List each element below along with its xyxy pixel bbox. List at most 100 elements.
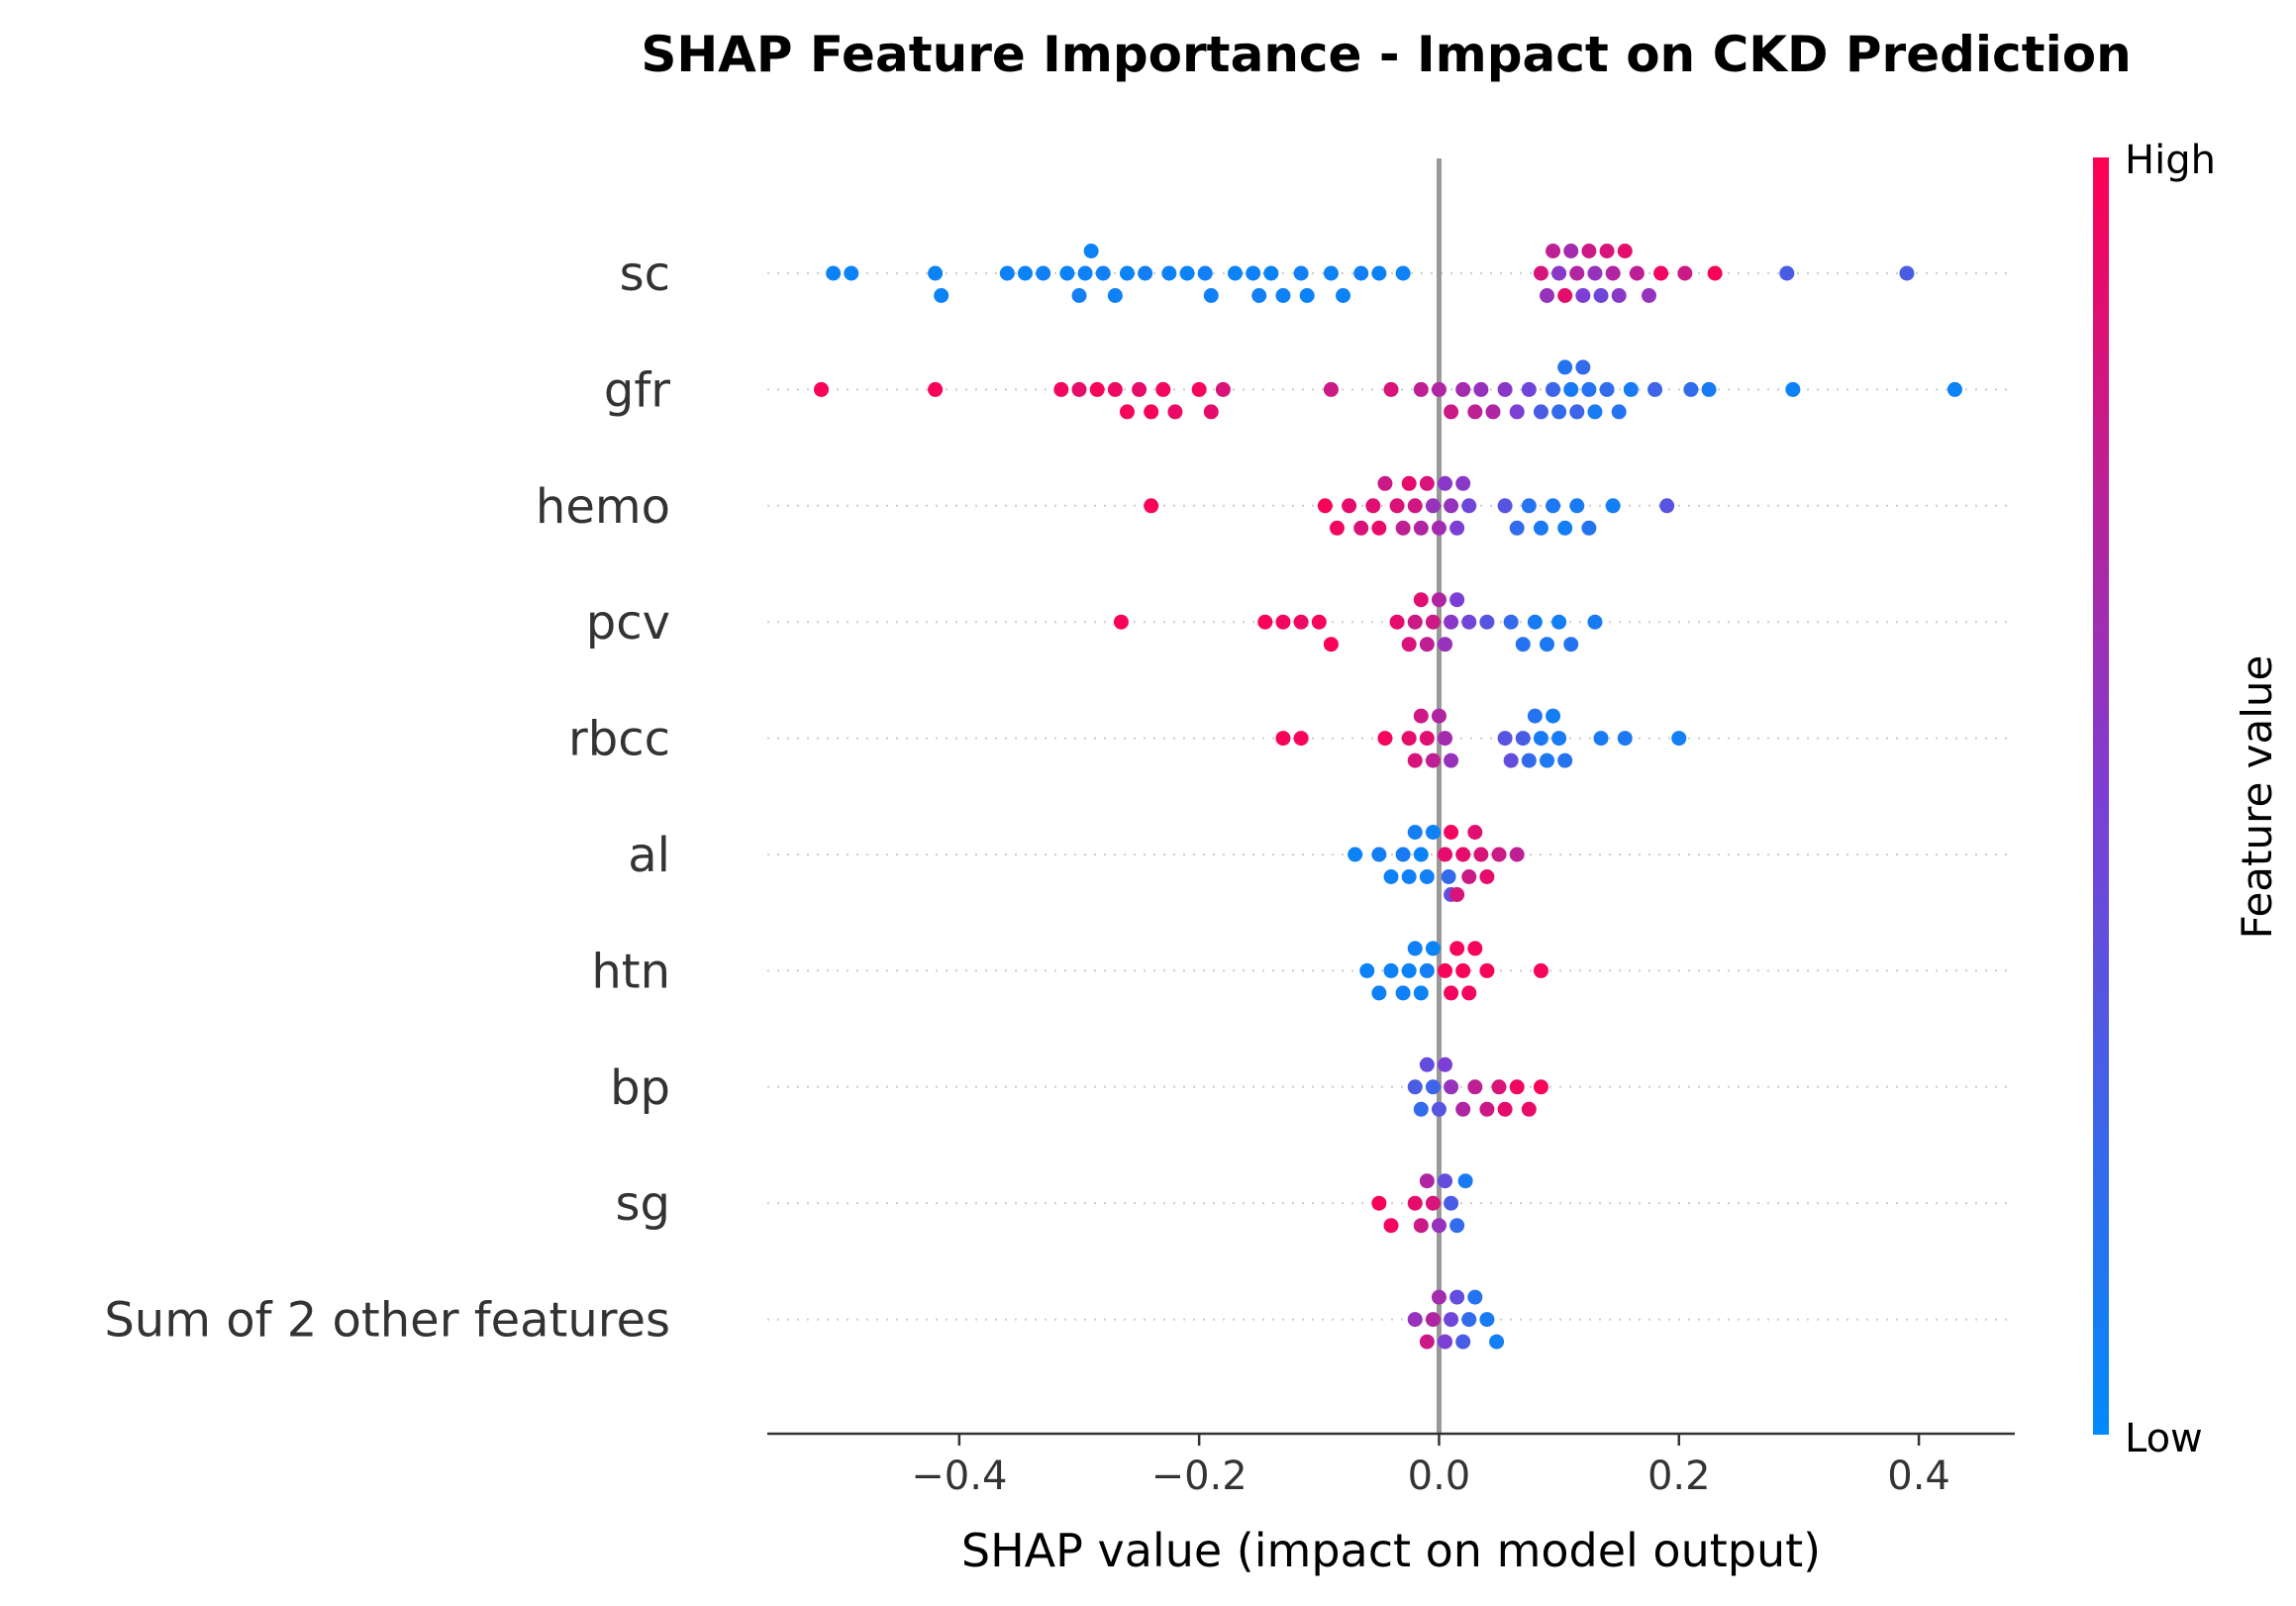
shap-point (1407, 753, 1423, 768)
row-guides (767, 272, 2015, 1321)
shap-point (1593, 731, 1609, 747)
shap-point (1617, 731, 1633, 747)
x-tick-label: −0.2 (1151, 1454, 1248, 1499)
shap-point (1671, 731, 1687, 747)
shap-point (844, 265, 859, 281)
shap-point (1444, 1312, 1459, 1328)
shap-point (1461, 498, 1477, 514)
shap-point (1144, 498, 1159, 514)
shap-point (1449, 592, 1465, 608)
shap-point (1533, 520, 1548, 536)
shap-point (1533, 1079, 1548, 1095)
shap-point (1107, 381, 1123, 397)
shap-point (1275, 731, 1291, 747)
shap-point (1551, 404, 1567, 420)
shap-point (1353, 265, 1369, 281)
shap-point (1419, 962, 1435, 978)
shap-point (1546, 381, 1561, 397)
shap-point (1359, 962, 1375, 978)
shap-point (1438, 1334, 1453, 1350)
shap-point (1441, 869, 1456, 884)
feature-label: htn (591, 944, 670, 999)
shap-point (1401, 962, 1417, 978)
shap-point (1509, 520, 1525, 536)
chart-title: SHAP Feature Importance - Impact on CKD … (641, 26, 2131, 83)
shap-point (1438, 731, 1453, 747)
shap-point (1407, 1195, 1423, 1211)
shap-point (1491, 1079, 1507, 1095)
shap-point (1455, 962, 1471, 978)
shap-point (1419, 1173, 1435, 1189)
shap-point (1431, 592, 1447, 608)
shap-point (1461, 869, 1477, 884)
shap-point (1509, 847, 1525, 862)
x-ticks: −0.4 −0.2 0.0 0.2 0.4 (911, 1434, 1950, 1499)
shap-point (1413, 520, 1429, 536)
shap-point (1401, 637, 1417, 652)
shap-point (1389, 614, 1405, 630)
shap-point (1425, 941, 1441, 956)
feature-label: al (628, 828, 670, 883)
shap-point (1401, 475, 1417, 491)
shap-point (1132, 381, 1148, 397)
shap-point (814, 381, 830, 397)
shap-point (1155, 381, 1171, 397)
shap-point (1563, 244, 1579, 258)
shap-point (999, 265, 1015, 281)
shap-point (1419, 869, 1435, 884)
shap-point (1605, 265, 1621, 281)
x-tick-label: −0.4 (911, 1454, 1007, 1499)
shap-point (1461, 1312, 1477, 1328)
shap-point (1425, 1079, 1441, 1095)
x-axis-title: SHAP value (impact on model output) (961, 1524, 1821, 1577)
shap-point (1515, 731, 1531, 747)
feature-label: sc (620, 247, 670, 302)
shap-point (1611, 404, 1627, 420)
shap-point (1587, 614, 1603, 630)
x-tick-label: 0.0 (1408, 1454, 1471, 1499)
shap-point (1215, 381, 1231, 397)
shap-point (1089, 381, 1105, 397)
shap-point (1407, 941, 1423, 956)
shap-point (1377, 731, 1393, 747)
shap-point (1438, 475, 1453, 491)
shap-point (1323, 381, 1339, 397)
shap-point (1444, 404, 1459, 420)
shap-point (1419, 475, 1435, 491)
shap-point (1683, 381, 1699, 397)
shap-point (1479, 1312, 1495, 1328)
shap-point (1449, 520, 1465, 536)
shap-point (1444, 985, 1459, 1001)
shap-point (1473, 381, 1489, 397)
shap-point (1575, 359, 1591, 375)
shap-point (1377, 475, 1393, 491)
feature-label: gfr (604, 362, 670, 418)
shap-point (1293, 731, 1309, 747)
shap-point (1444, 825, 1459, 840)
shap-point (1395, 265, 1411, 281)
feature-label: bp (610, 1060, 670, 1116)
shap-point (1581, 244, 1597, 258)
shap-point (1617, 244, 1633, 258)
shap-point (1425, 1195, 1441, 1211)
shap-point (1557, 359, 1573, 375)
shap-point (1785, 381, 1801, 397)
shap-point (1521, 498, 1537, 514)
feature-label: Sum of 2 other features (104, 1293, 670, 1349)
colorbar-low-label: Low (2125, 1416, 2203, 1461)
shap-point (1599, 244, 1615, 258)
shap-point (1467, 941, 1483, 956)
shap-point (1413, 592, 1429, 608)
shap-point (1557, 520, 1573, 536)
shap-point (1489, 1334, 1505, 1350)
x-tick-label: 0.2 (1647, 1454, 1711, 1499)
shap-point (1515, 637, 1531, 652)
shap-point (1438, 637, 1453, 652)
shap-point (1497, 1101, 1513, 1117)
shap-point (1413, 1218, 1429, 1234)
feature-label: sg (616, 1176, 670, 1232)
shap-point (1497, 731, 1513, 747)
shap-point (1425, 753, 1441, 768)
points-layer (814, 244, 1962, 1350)
